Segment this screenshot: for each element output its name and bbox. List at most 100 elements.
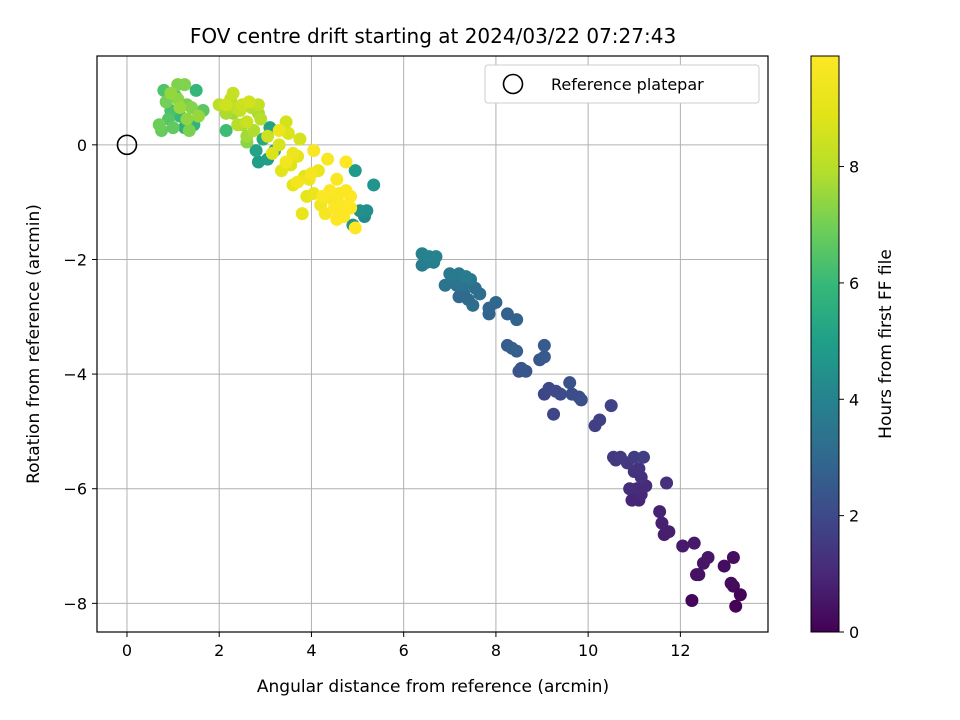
data-point bbox=[189, 83, 203, 97]
x-tick-label: 12 bbox=[670, 641, 690, 660]
data-point bbox=[152, 118, 166, 132]
data-point bbox=[443, 267, 457, 281]
data-points bbox=[152, 78, 747, 613]
data-point bbox=[717, 559, 731, 573]
data-point bbox=[249, 144, 263, 158]
data-point bbox=[240, 115, 254, 129]
data-point bbox=[307, 144, 321, 158]
data-point bbox=[367, 178, 381, 192]
y-tick-label: −4 bbox=[63, 365, 87, 384]
data-point bbox=[692, 568, 706, 582]
legend: Reference platepar bbox=[484, 64, 760, 104]
data-point bbox=[553, 387, 567, 401]
data-point bbox=[604, 399, 618, 413]
data-point bbox=[459, 270, 473, 284]
data-point bbox=[653, 505, 667, 519]
data-point bbox=[729, 599, 743, 613]
data-point bbox=[304, 166, 318, 180]
data-point bbox=[563, 376, 577, 390]
data-point bbox=[510, 313, 524, 327]
data-point bbox=[660, 476, 674, 490]
y-tick-label: 0 bbox=[77, 136, 87, 155]
colorbar-tick-label: 0 bbox=[849, 623, 859, 642]
data-point bbox=[724, 576, 738, 590]
data-point bbox=[261, 129, 275, 143]
data-point bbox=[330, 172, 344, 186]
data-point bbox=[466, 298, 480, 312]
data-point bbox=[537, 338, 551, 352]
data-point bbox=[574, 393, 588, 407]
data-point bbox=[348, 164, 362, 178]
data-point bbox=[173, 101, 187, 115]
data-point bbox=[547, 407, 561, 421]
data-point bbox=[178, 78, 192, 92]
colorbar-tick-label: 4 bbox=[849, 390, 859, 409]
data-point bbox=[344, 201, 358, 215]
y-axis-label: Rotation from reference (arcmin) bbox=[24, 204, 44, 484]
data-point bbox=[676, 539, 690, 553]
data-point bbox=[321, 152, 335, 166]
reference-marker-group bbox=[116, 134, 138, 156]
grid-lines bbox=[97, 56, 768, 632]
data-point bbox=[332, 207, 346, 221]
colorbar-tick-label: 2 bbox=[849, 507, 859, 526]
legend-reference-marker bbox=[502, 73, 524, 95]
data-point bbox=[182, 124, 196, 138]
colorbar: 0 2 4 6 8 Hours from first FF file bbox=[810, 55, 896, 642]
data-point bbox=[219, 98, 233, 112]
y-axis-ticks: 0 −2 −4 −6 −8 bbox=[63, 136, 97, 613]
colorbar-ticks: 0 2 4 6 8 bbox=[839, 158, 859, 642]
data-point bbox=[701, 550, 715, 564]
legend-entry-reference: Reference platepar bbox=[551, 75, 704, 94]
data-point bbox=[339, 155, 353, 169]
data-point bbox=[191, 109, 205, 123]
colorbar-tick-label: 8 bbox=[849, 158, 859, 177]
data-point bbox=[242, 95, 256, 109]
data-point bbox=[348, 221, 362, 235]
data-point bbox=[655, 516, 669, 530]
x-tick-label: 2 bbox=[214, 641, 224, 660]
x-tick-label: 0 bbox=[122, 641, 132, 660]
y-tick-label: −2 bbox=[63, 250, 87, 269]
reference-platepar-marker bbox=[116, 134, 138, 156]
y-tick-label: −6 bbox=[63, 480, 87, 499]
x-axis-label: Angular distance from reference (arcmin) bbox=[257, 677, 609, 697]
data-point bbox=[726, 550, 740, 564]
data-point bbox=[632, 462, 646, 476]
x-tick-label: 6 bbox=[399, 641, 409, 660]
colorbar-gradient bbox=[810, 55, 840, 633]
data-point bbox=[265, 146, 279, 160]
data-point bbox=[429, 250, 443, 264]
data-point bbox=[293, 132, 307, 146]
y-tick-label: −8 bbox=[63, 594, 87, 613]
data-point bbox=[687, 536, 701, 550]
data-point bbox=[344, 189, 358, 203]
x-axis-ticks: 0 2 4 6 8 10 12 bbox=[122, 632, 691, 660]
data-point bbox=[685, 593, 699, 607]
colorbar-label: Hours from first FF file bbox=[876, 249, 896, 439]
data-point bbox=[613, 450, 627, 464]
data-point bbox=[219, 124, 233, 138]
data-point bbox=[636, 450, 650, 464]
data-point bbox=[510, 344, 524, 358]
plot-frame bbox=[96, 55, 769, 633]
data-point bbox=[295, 207, 309, 221]
data-point bbox=[593, 413, 607, 427]
chart-title: FOV centre drift starting at 2024/03/22 … bbox=[190, 24, 676, 48]
data-point bbox=[254, 112, 268, 126]
legend-box bbox=[484, 64, 760, 104]
data-point bbox=[489, 295, 503, 309]
x-tick-label: 8 bbox=[491, 641, 501, 660]
data-point bbox=[627, 450, 641, 464]
data-point bbox=[623, 482, 637, 496]
data-point bbox=[180, 112, 194, 126]
data-point bbox=[537, 350, 551, 364]
data-point bbox=[279, 155, 293, 169]
data-point bbox=[166, 121, 180, 135]
x-tick-label: 10 bbox=[578, 641, 598, 660]
data-point bbox=[519, 364, 533, 378]
colorbar-tick-label: 6 bbox=[849, 274, 859, 293]
x-tick-label: 4 bbox=[306, 641, 316, 660]
data-point bbox=[226, 86, 240, 100]
